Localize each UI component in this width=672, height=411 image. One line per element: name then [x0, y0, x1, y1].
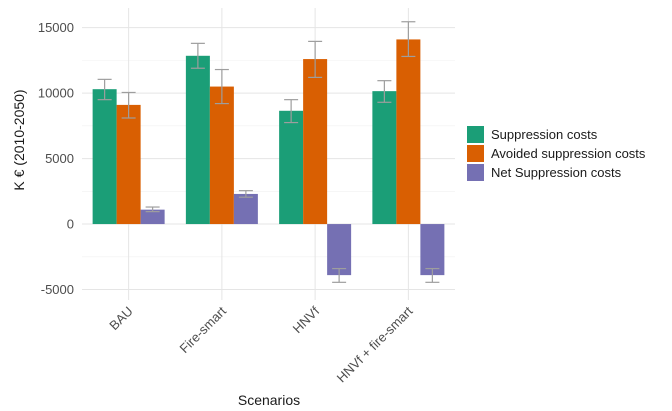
bar — [116, 104, 141, 225]
y-tick-labels: -5000 0 5000 10000 15000 — [38, 20, 74, 297]
legend-swatch — [467, 145, 484, 162]
legend-label: Avoided suppression costs — [491, 146, 646, 161]
x-tick-label: HNVf — [290, 303, 323, 336]
legend-label: Suppression costs — [491, 127, 598, 142]
x-tick-label: BAU — [106, 304, 136, 334]
bar — [396, 39, 421, 225]
bar — [303, 59, 328, 225]
bar — [140, 209, 165, 225]
x-tick-label: HNVf + fire-smart — [334, 303, 416, 385]
bar — [420, 224, 445, 276]
bar — [92, 89, 117, 225]
y-tick-label: 0 — [67, 217, 74, 232]
bar — [372, 91, 397, 225]
error-bars — [97, 21, 440, 283]
bar — [279, 110, 304, 225]
legend-swatch — [467, 126, 484, 143]
y-axis-title: K € (2010-2050) — [11, 89, 27, 190]
y-tick-label: 5000 — [45, 151, 74, 166]
legend: Suppression costs Avoided suppression cos… — [467, 126, 646, 181]
x-axis-title: Scenarios — [238, 392, 300, 408]
x-tick-labels: BAU Fire-smart HNVf HNVf + fire-smart — [106, 303, 416, 385]
y-tick-label: -5000 — [41, 282, 74, 297]
bars — [92, 39, 445, 276]
legend-label: Net Suppression costs — [491, 165, 622, 180]
bar — [233, 193, 258, 225]
y-tick-label: 10000 — [38, 86, 74, 101]
bar — [209, 86, 234, 225]
y-tick-label: 15000 — [38, 20, 74, 35]
bar — [327, 224, 352, 276]
x-tick-label: Fire-smart — [177, 303, 230, 356]
legend-swatch — [467, 164, 484, 181]
bar — [185, 55, 210, 225]
